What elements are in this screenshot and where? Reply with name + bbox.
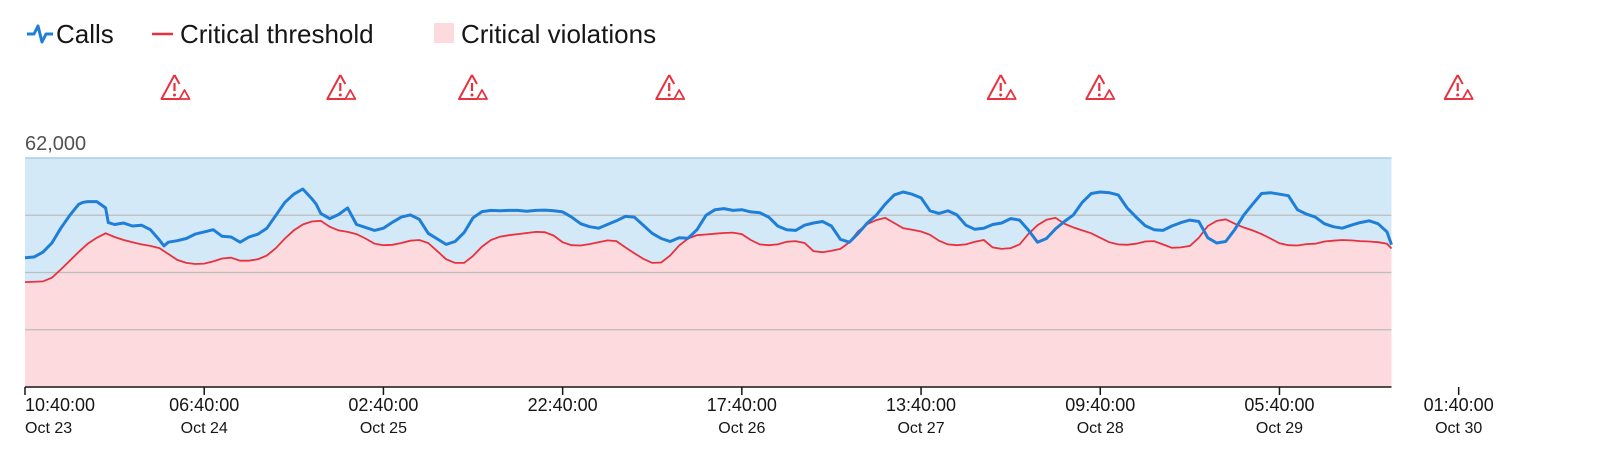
warning-icon[interactable]	[458, 74, 488, 100]
x-tick-label-date: Oct 29	[1256, 420, 1303, 437]
x-axis-ticks: 10:40:00 Oct 23 06:40:00 Oct 24 02:40:00 Oct …	[24, 387, 1494, 437]
x-tick-label-time: 22:40:00	[528, 395, 598, 415]
legend: Calls Critical threshold Critical violat…	[27, 19, 656, 49]
warning-icon[interactable]	[326, 74, 357, 100]
violation-markers	[160, 74, 1474, 100]
x-tick-label-time: 17:40:00	[707, 395, 777, 415]
warning-icon[interactable]	[1085, 74, 1116, 100]
x-tick-label-date: Oct 25	[360, 420, 407, 437]
calls-line-icon	[27, 24, 53, 44]
critical-threshold-line	[24, 216, 1393, 283]
x-tick-label-date: Oct 30	[1435, 420, 1482, 437]
legend-label-violations: Critical violations	[461, 19, 656, 49]
warning-icon[interactable]	[160, 74, 191, 100]
gridlines	[25, 157, 1392, 331]
critical-violations-area	[25, 217, 1392, 387]
warning-icon[interactable]	[986, 74, 1017, 100]
legend-item-violations[interactable]: Critical violations	[434, 19, 656, 49]
calls-line	[24, 187, 1393, 260]
plot-area: 10:40:00 Oct 23 06:40:00 Oct 24 02:40:00 Oct …	[24, 133, 1494, 437]
y-tick-label-max: 62,000	[25, 133, 86, 155]
x-tick-label-date: Oct 27	[897, 420, 944, 437]
x-tick-label-time: 01:40:00	[1424, 395, 1494, 415]
warning-icon[interactable]	[655, 74, 686, 100]
x-tick-label-time: 05:40:00	[1244, 395, 1314, 415]
x-tick-label-time: 10:40:00	[25, 395, 95, 415]
x-tick-label-date: Oct 23	[25, 420, 72, 437]
x-tick-label-time: 02:40:00	[348, 395, 418, 415]
x-tick-label-time: 06:40:00	[169, 395, 239, 415]
legend-item-threshold[interactable]: Critical threshold	[152, 19, 374, 49]
legend-item-calls[interactable]: Calls	[27, 19, 114, 49]
legend-label-threshold: Critical threshold	[180, 19, 374, 49]
violation-swatch-icon	[434, 23, 454, 43]
x-tick-label-date: Oct 24	[181, 420, 228, 437]
legend-label-calls: Calls	[56, 19, 114, 49]
x-tick-label-date: Oct 26	[718, 420, 765, 437]
x-tick-label-time: 09:40:00	[1065, 395, 1135, 415]
x-tick-label-time: 13:40:00	[886, 395, 956, 415]
x-tick-label-date: Oct 28	[1077, 420, 1124, 437]
warning-icon[interactable]	[1443, 74, 1474, 100]
